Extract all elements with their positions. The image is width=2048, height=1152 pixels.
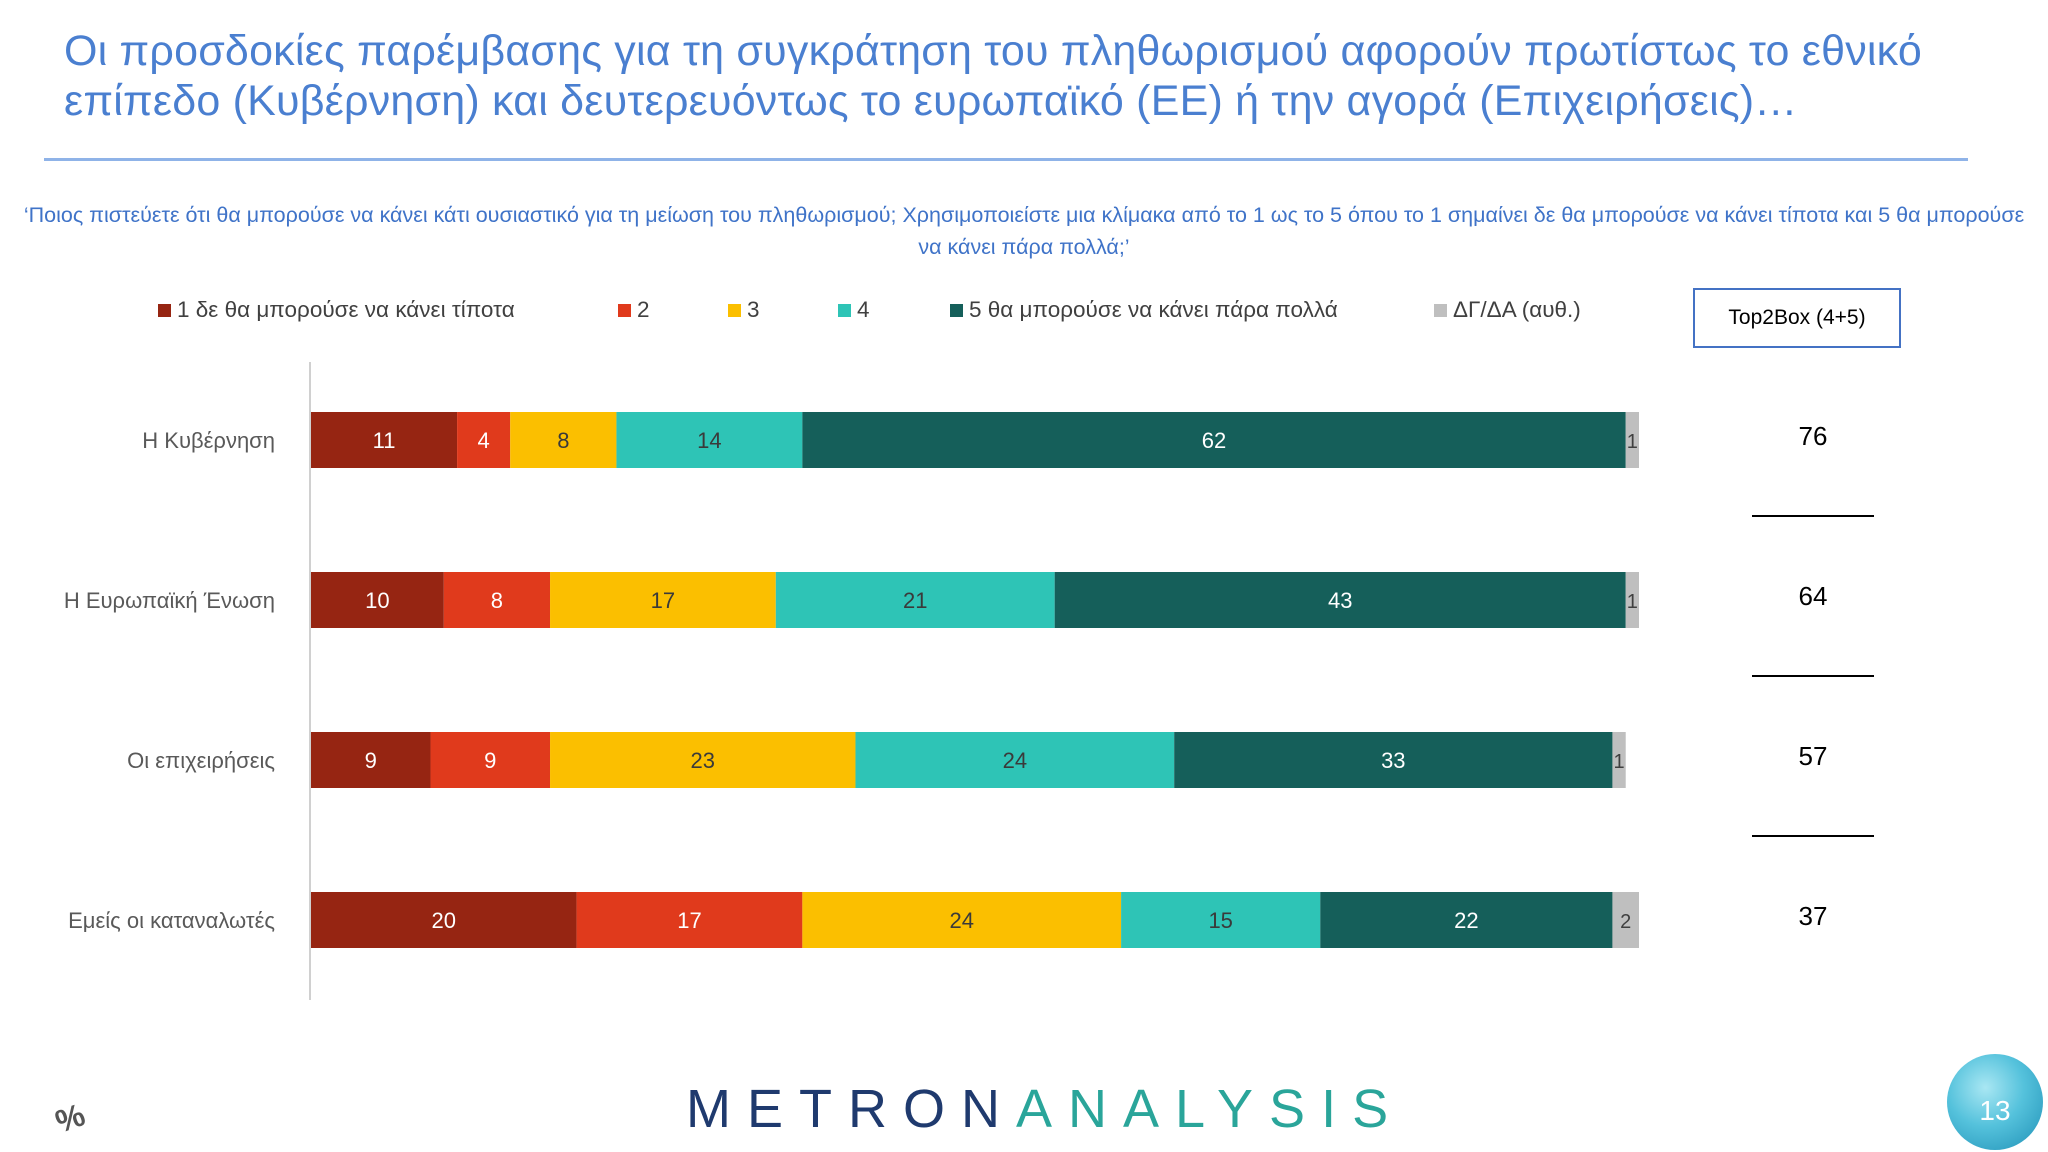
survey-question: ‘Ποιος πιστεύετε ότι θα μπορούσε να κάνε… [23,203,2025,259]
data-label: 8 [557,428,569,453]
data-label: 24 [949,908,973,933]
data-label: 9 [365,748,377,773]
bar-segment [430,732,551,788]
category-label: Η Ευρωπαϊκή Ένωση [64,588,275,613]
metron-analysis-logo: METRONANALYSIS [686,1079,1405,1139]
top2box-divider [1752,675,1874,677]
legend-swatch [158,304,171,317]
bar-segment [1625,572,1639,628]
bar-segment [1121,892,1321,948]
bar-segment [1612,892,1639,948]
data-label: 21 [903,588,927,613]
data-label: 9 [484,748,496,773]
data-label: 10 [365,588,389,613]
legend-item-dk: ΔΓ/ΔΑ (αυθ.) [1434,297,1581,323]
data-label: 22 [1454,908,1478,933]
bar-segment [802,412,1626,468]
bar-segment [855,732,1175,788]
category-label: Οι επιχειρήσεις [127,748,275,773]
data-label: 20 [432,908,456,933]
legend-swatch [728,304,741,317]
legend-item-1: 1 δε θα μπορούσε να κάνει τίποτα [158,297,515,323]
legend-item-3: 3 [728,297,760,323]
legend-swatch [1434,304,1447,317]
data-label: 11 [373,428,396,453]
top2box-divider [1752,835,1874,837]
bar-segment [457,412,511,468]
bar-segment [1054,572,1626,628]
legend-swatch [838,304,851,317]
legend-item-4: 4 [838,297,870,323]
bar-segment [1174,732,1613,788]
legend-item-2: 2 [618,297,650,323]
data-label: 8 [491,588,503,613]
data-label: 1 [1627,431,1638,453]
data-label: 62 [1202,428,1226,453]
legend-swatch [618,304,631,317]
bar-segment [576,892,803,948]
slide-title: Οι προσδοκίες παρέμβασης για τη συγκράτη… [64,27,1922,125]
bar-segment [443,572,551,628]
page-number-badge: 13 [1947,1054,2043,1150]
data-label: 14 [697,428,721,453]
page-number: 13 [1979,1095,2011,1126]
category-label: Η Κυβέρνηση [142,428,275,453]
data-label: 17 [677,908,701,933]
bar-segment [1320,892,1613,948]
data-label: 1 [1614,751,1625,773]
data-label: 23 [691,748,715,773]
top2box-header: Top2Box (4+5) [1693,288,1901,348]
title-divider [44,158,1968,161]
bar-segment [1625,412,1639,468]
bar-segment [550,572,776,628]
data-label: 15 [1208,908,1232,933]
bar-segment [311,732,431,788]
bar-segment [311,892,577,948]
top2box-divider [1752,515,1874,517]
category-label: Εμείς οι καταναλωτές [68,908,275,933]
top2box-value: 57 [1798,741,1828,771]
top2box-value: 64 [1798,581,1828,611]
top2box-value: 76 [1798,421,1828,451]
bar-segment [616,412,803,468]
bar-segment [550,732,856,788]
legend-item-5: 5 θα μπορούσε να κάνει πάρα πολλά [950,297,1338,323]
bar-segment [311,412,458,468]
data-label: 1 [1627,591,1638,613]
data-label: 43 [1328,588,1352,613]
bar-segment [510,412,617,468]
data-label: 4 [478,428,490,453]
legend-swatch [950,304,963,317]
bar-segment [802,892,1122,948]
data-label: 24 [1003,748,1027,773]
bar-segment [311,572,444,628]
data-label: 17 [651,588,675,613]
data-label: 2 [1620,911,1631,933]
bar-segment [775,572,1055,628]
data-label: 33 [1381,748,1405,773]
top2box-value: 37 [1798,901,1828,931]
bar-segment [1612,732,1626,788]
